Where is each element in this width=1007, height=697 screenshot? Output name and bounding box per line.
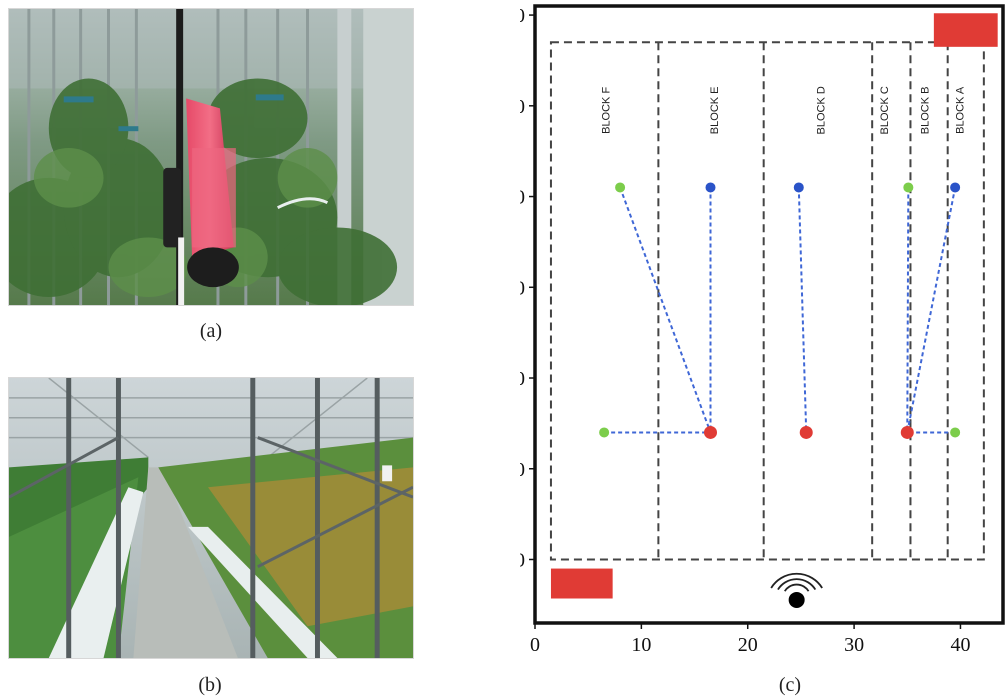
y-tick-label: 30 — [520, 277, 525, 299]
green-node — [599, 427, 610, 438]
blocks-group — [549, 41, 985, 561]
red-node — [900, 425, 914, 439]
x-tick-label: 40 — [950, 634, 970, 656]
red-node — [799, 425, 813, 439]
axes-group: 0 10 20 30 40 0 10 20 30 40 50 60 — [520, 5, 970, 656]
green-node — [950, 427, 961, 438]
plot-frame — [533, 4, 1005, 625]
signal-wave-icon — [770, 572, 823, 589]
block-label: BLOCK D — [815, 86, 827, 134]
block-label: BLOCK F — [600, 87, 612, 134]
red-marker-rect — [550, 568, 613, 599]
link-line — [619, 187, 712, 433]
gateway-group — [770, 572, 823, 608]
photo-b — [8, 377, 414, 659]
signal-wave-icon — [777, 578, 817, 591]
block-label: BLOCK A — [955, 86, 967, 134]
block-region-outline — [549, 41, 985, 561]
x-tick-label: 30 — [844, 634, 864, 656]
blue-node — [950, 182, 961, 193]
x-tick-label: 10 — [631, 634, 651, 656]
x-tick-label: 0 — [530, 634, 540, 656]
y-tick-label: 40 — [520, 187, 525, 209]
y-tick-label: 60 — [520, 5, 525, 27]
photo-a — [8, 8, 414, 306]
gateway-icon — [788, 591, 805, 608]
links-group — [604, 187, 957, 434]
block-label: BLOCK C — [879, 86, 891, 134]
block-label: BLOCK E — [709, 87, 721, 135]
block-labels-group: BLOCK F BLOCK E BLOCK D BLOCK C BLOCK B BLOCK… — [600, 86, 966, 134]
blue-node — [793, 182, 804, 193]
caption-b: (b) — [198, 674, 222, 696]
y-tick-label: 50 — [520, 96, 525, 118]
red-marker-rect — [933, 13, 998, 47]
y-tick-label: 10 — [520, 459, 525, 481]
red-rects-group — [550, 13, 998, 599]
red-node — [704, 425, 717, 439]
nodes-group — [599, 182, 961, 439]
caption-a: (a) — [199, 320, 223, 342]
link-line — [906, 187, 910, 433]
y-tick-label: 20 — [520, 368, 525, 390]
green-node — [615, 182, 626, 193]
blue-node — [705, 182, 716, 193]
caption-c: (c) — [778, 674, 802, 696]
green-node — [903, 182, 914, 193]
link-line — [797, 187, 808, 433]
y-tick-label: 0 — [520, 549, 525, 571]
x-tick-label: 20 — [738, 634, 758, 656]
block-label: BLOCK B — [920, 87, 932, 135]
signal-wave-icon — [783, 583, 810, 592]
